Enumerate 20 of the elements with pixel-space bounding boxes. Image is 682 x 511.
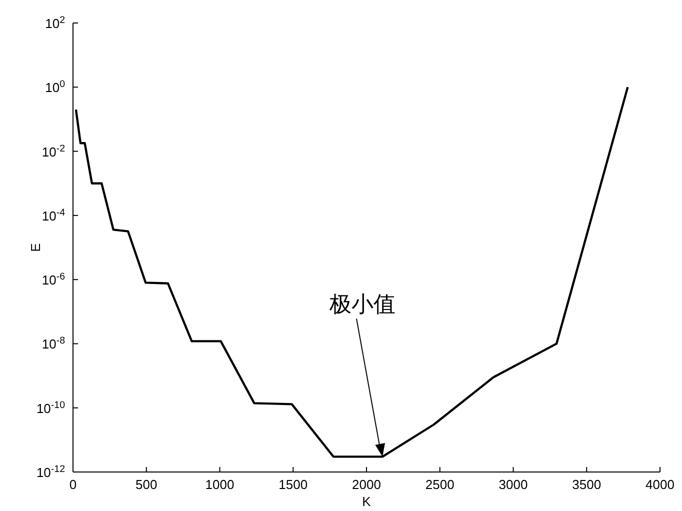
x-tick-label: 4000	[646, 477, 674, 492]
y-tick-label: 10$^{-10}$	[36, 399, 66, 416]
x-tick-label: 2500	[425, 477, 454, 492]
y-tick-label: 10$^{0}$	[45, 78, 66, 96]
x-tick-label: 3000	[498, 477, 528, 492]
y-tick-label: 10$^{2}$	[45, 14, 65, 31]
x-axis-title: K	[362, 494, 372, 509]
y-tick-label: 10$^{-2}$	[42, 142, 65, 160]
x-tick-label: 0	[69, 477, 77, 492]
y-tick-label: 10$^{-6}$	[42, 271, 65, 288]
x-tick-label: 3500	[572, 477, 602, 492]
x-tick-label: 1500	[278, 477, 308, 492]
annotation: 极小值	[328, 292, 396, 317]
y-axis-title: E	[28, 242, 43, 252]
x-tick-label: 2000	[352, 477, 381, 492]
y-tick-label: 10$^{-4}$	[42, 206, 66, 224]
x-tick-label: 500	[136, 477, 158, 492]
y-tick-label: 10$^{-12}$	[36, 464, 65, 480]
y-tick-label: 10$^{-8}$	[42, 335, 65, 352]
x-tick-label: 1000	[205, 477, 234, 492]
